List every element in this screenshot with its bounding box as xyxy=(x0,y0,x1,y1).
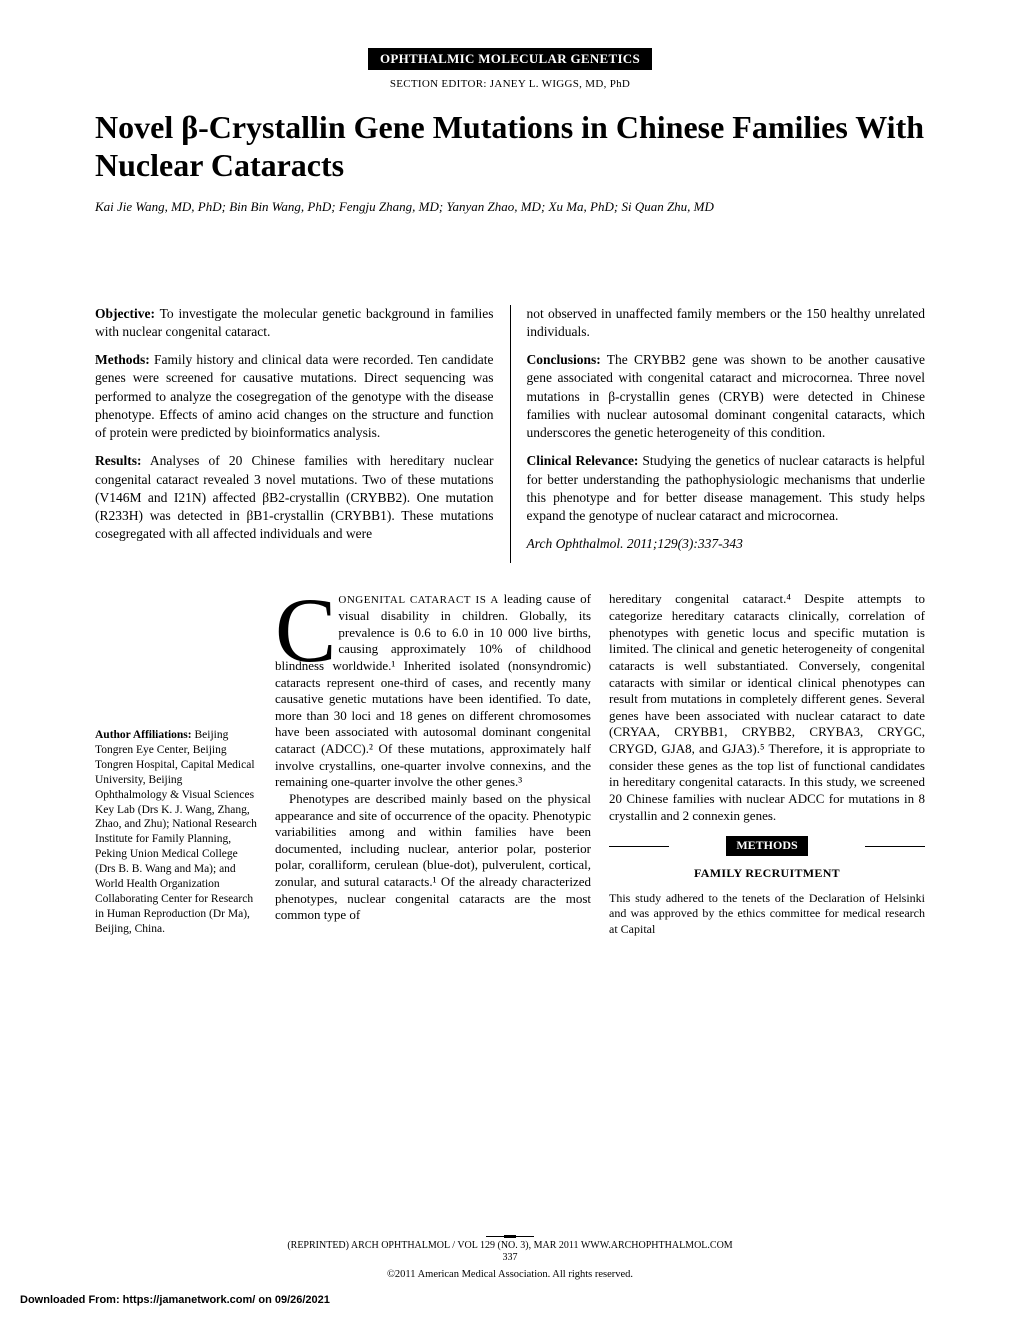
results-label: Results: xyxy=(95,453,142,468)
relevance-label: Clinical Relevance: xyxy=(527,453,639,468)
dropcap: C xyxy=(275,597,336,663)
methods-text: Family history and clinical data were re… xyxy=(95,352,494,440)
affiliations-label: Author Affiliations: xyxy=(95,729,192,741)
abstract-block: Objective: To investigate the molecular … xyxy=(95,305,925,564)
footer-ornament xyxy=(486,1236,534,1238)
results-continued: not observed in unaffected family member… xyxy=(527,305,926,341)
page-number: 337 xyxy=(95,1252,925,1263)
abstract-right-column: not observed in unaffected family member… xyxy=(527,305,926,564)
reprint-line: (REPRINTED) ARCH OPHTHALMOL / VOL 129 (N… xyxy=(95,1240,925,1251)
methods-label: Methods: xyxy=(95,352,150,367)
abstract-divider xyxy=(510,305,511,564)
page-footer: (REPRINTED) ARCH OPHTHALMOL / VOL 129 (N… xyxy=(95,1236,925,1280)
article-title: Novel β-Crystallin Gene Mutations in Chi… xyxy=(95,108,925,185)
section-editor: SECTION EDITOR: JANEY L. WIGGS, MD, PhD xyxy=(95,78,925,90)
copyright-line: ©2011 American Medical Association. All … xyxy=(95,1269,925,1280)
authors-list: Kai Jie Wang, MD, PhD; Bin Bin Wang, PhD… xyxy=(95,199,925,215)
abstract-left-column: Objective: To investigate the molecular … xyxy=(95,305,494,564)
section-banner: OPHTHALMIC MOLECULAR GENETICS xyxy=(368,48,652,70)
section-header: OPHTHALMIC MOLECULAR GENETICS xyxy=(95,48,925,70)
results-text: Analyses of 20 Chinese families with her… xyxy=(95,453,494,541)
first-words: ONGENITAL CATARACT IS A xyxy=(338,594,499,606)
citation: Arch Ophthalmol. 2011;129(3):337-343 xyxy=(527,535,926,553)
methods-banner: METHODS xyxy=(726,836,807,855)
download-stamp: Downloaded From: https://jamanetwork.com… xyxy=(20,1294,330,1306)
affiliations-text: Beijing Tongren Eye Center, Beijing Tong… xyxy=(95,729,257,935)
body-col2-p1: hereditary congenital cataract.⁴ Despite… xyxy=(609,591,925,824)
methods-header: METHODS xyxy=(609,836,925,855)
subsection-heading: FAMILY RECRUITMENT xyxy=(609,866,925,881)
body-col2-p2: This study adhered to the tenets of the … xyxy=(609,891,925,937)
body-content: Author Affiliations: Beijing Tongren Eye… xyxy=(95,591,925,937)
body-column-2: hereditary congenital cataract.⁴ Despite… xyxy=(609,591,925,937)
objective-text: To investigate the molecular genetic bac… xyxy=(95,306,494,339)
affiliations-column: Author Affiliations: Beijing Tongren Eye… xyxy=(95,591,257,937)
conclusions-label: Conclusions: xyxy=(527,352,601,367)
objective-label: Objective: xyxy=(95,306,155,321)
body-p2: Phenotypes are described mainly based on… xyxy=(275,791,591,924)
body-column-1: CONGENITAL CATARACT IS A leading cause o… xyxy=(275,591,591,937)
